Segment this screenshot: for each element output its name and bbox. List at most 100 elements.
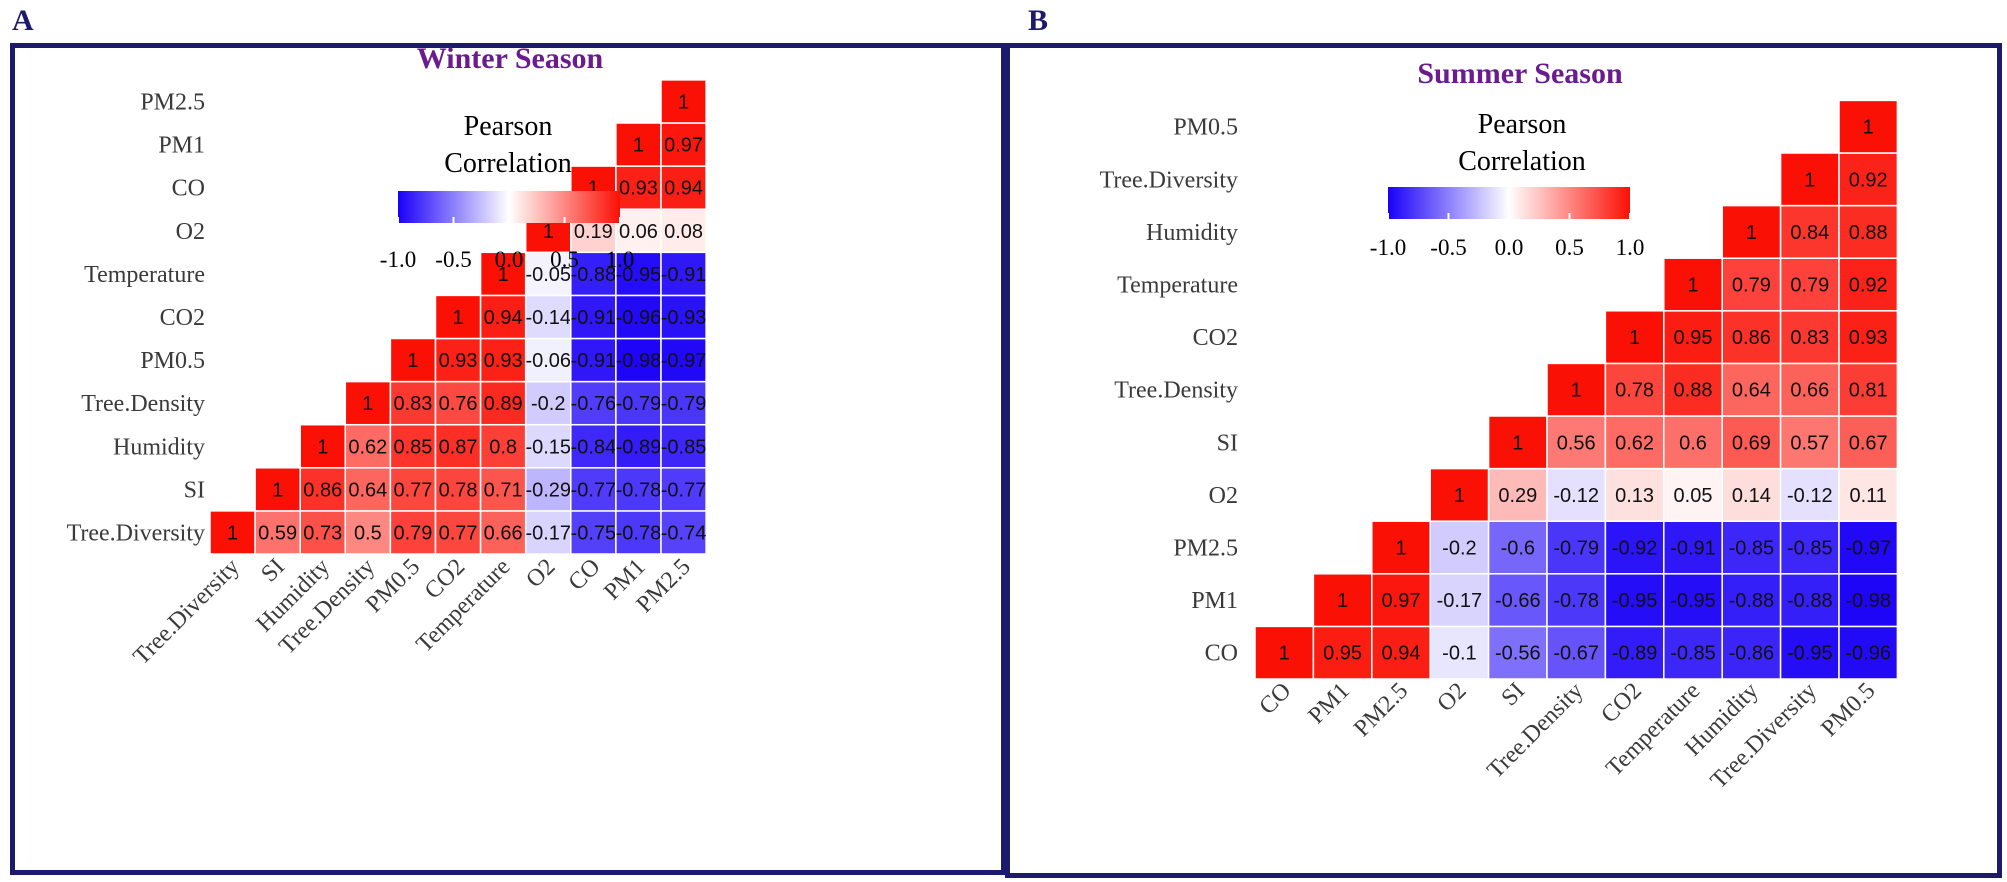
winter-cell-value: -0.06 <box>525 350 571 372</box>
winter-cell-value: -0.85 <box>661 436 707 458</box>
panel-a-frame <box>10 43 1006 875</box>
summer-row-label: Temperature <box>1117 273 1238 299</box>
summer-heatmap-cell <box>1779 415 1840 470</box>
winter-cell-value: -0.96 <box>616 307 662 329</box>
winter-cell-value: 1 <box>498 264 509 286</box>
winter-heatmap-cell <box>389 380 437 426</box>
winter-legend-tick-label: -1.0 <box>380 247 416 272</box>
summer-heatmap-cell <box>1546 520 1607 575</box>
summer-heatmap-cell <box>1838 625 1899 680</box>
summer-cell-value: -0.97 <box>1845 538 1891 560</box>
summer-cell-value: 0.64 <box>1732 380 1771 402</box>
summer-heatmap-cell <box>1312 625 1373 680</box>
winter-cell-value: 0.19 <box>574 221 613 243</box>
summer-cell-value: 1 <box>1687 275 1698 297</box>
winter-heatmap-cell <box>299 467 347 512</box>
winter-cell-value: 1 <box>227 522 238 544</box>
winter-cell-value: -0.75 <box>571 522 617 544</box>
summer-row-label: CO <box>1205 641 1238 667</box>
summer-heatmap-cell <box>1779 573 1840 628</box>
winter-cell-value: 0.06 <box>619 221 658 243</box>
winter-cell-value: 0.77 <box>439 522 478 544</box>
summer-cell-value: 0.11 <box>1849 485 1886 507</box>
summer-cell-value: 1 <box>1804 169 1815 191</box>
summer-row-label: PM2.5 <box>1173 536 1238 562</box>
winter-cell-value: -0.89 <box>616 436 662 458</box>
winter-cell-value: -0.93 <box>661 307 707 329</box>
summer-cell-value: 1 <box>1746 222 1757 244</box>
winter-legend-title-line1: Pearson <box>464 111 553 142</box>
summer-heatmap-cell <box>1838 99 1899 154</box>
summer-cell-value: -0.6 <box>1501 538 1535 560</box>
summer-cell-value: -0.67 <box>1553 643 1599 665</box>
winter-cell-value: 1 <box>407 350 418 372</box>
summer-heatmap-cell <box>1838 467 1899 522</box>
summer-cell-value: 0.57 <box>1790 432 1829 454</box>
winter-cell-value: 0.93 <box>439 350 478 372</box>
winter-heatmap-cell <box>660 79 707 124</box>
summer-heatmap-cell <box>1838 520 1899 575</box>
summer-heatmap-cell <box>1663 310 1723 365</box>
winter-cell-value: -0.17 <box>525 522 571 544</box>
summer-cell-value: 0.14 <box>1732 485 1771 507</box>
summer-heatmap-cell <box>1838 415 1899 470</box>
summer-cell-value: 1 <box>1454 485 1465 507</box>
winter-row-label: CO <box>172 176 205 202</box>
winter-cell-value: 0.5 <box>354 522 382 544</box>
summer-cell-value: -0.95 <box>1787 643 1833 665</box>
winter-heatmap-cell <box>479 294 527 340</box>
winter-cell-value: 1 <box>588 178 599 200</box>
winter-heatmap-cell <box>570 251 617 297</box>
winter-heatmap-cell <box>344 467 392 512</box>
summer-heatmap-cell <box>1721 204 1782 259</box>
summer-row-label: O2 <box>1209 483 1238 509</box>
summer-cell-value: -0.98 <box>1845 590 1891 612</box>
winter-cell-value: 0.85 <box>393 436 432 458</box>
winter-cell-value: -0.79 <box>616 393 662 415</box>
winter-cell-value: -0.77 <box>661 479 707 501</box>
summer-row-label: Tree.Density <box>1114 378 1238 404</box>
winter-cell-value: 0.86 <box>303 479 342 501</box>
winter-cell-value: 0.8 <box>489 436 517 458</box>
summer-cell-value: -0.85 <box>1670 643 1716 665</box>
winter-cell-value: -0.2 <box>531 393 565 415</box>
summer-heatmap-cell <box>1721 467 1782 522</box>
winter-row-label: PM2.5 <box>140 89 205 115</box>
summer-cell-value: 0.93 <box>1849 327 1888 349</box>
summer-cell-value: 0.6 <box>1679 432 1707 454</box>
summer-cell-value: 0.67 <box>1849 432 1888 454</box>
summer-heatmap-cell <box>1604 415 1665 470</box>
winter-heatmap-cell <box>479 423 527 469</box>
winter-heatmap-cell <box>660 122 707 167</box>
summer-cell-value: 0.84 <box>1790 222 1829 244</box>
summer-row-label: PM1 <box>1191 588 1238 614</box>
summer-cell-value: -0.96 <box>1845 643 1891 665</box>
winter-cell-value: 0.62 <box>348 436 387 458</box>
summer-heatmap-cell <box>1779 152 1840 207</box>
winter-cell-value: -0.95 <box>616 264 662 286</box>
winter-cell-value: 1 <box>543 221 554 243</box>
summer-cell-value: -0.78 <box>1553 590 1599 612</box>
panel-a-letter: A <box>12 4 34 37</box>
summer-heatmap-cell <box>1604 573 1665 628</box>
winter-cell-value: 0.64 <box>348 479 387 501</box>
winter-cell-value: 1 <box>272 479 283 501</box>
summer-heatmap-cell <box>1721 520 1782 575</box>
summer-cell-value: 0.62 <box>1615 432 1654 454</box>
winter-cell-value: 0.87 <box>439 436 478 458</box>
winter-cell-value: 0.79 <box>393 522 432 544</box>
summer-cell-value: -0.56 <box>1495 643 1541 665</box>
summer-legend-title-line2: Correlation <box>1458 146 1586 177</box>
winter-cell-value: 1 <box>678 91 689 113</box>
winter-legend-title-line2: Correlation <box>444 148 572 179</box>
summer-heatmap-cell <box>1429 520 1490 575</box>
summer-heatmap-cell <box>1838 573 1899 628</box>
winter-cell-value: -0.88 <box>571 264 617 286</box>
summer-heatmap-cell <box>1604 310 1665 365</box>
winter-cell-value: 0.59 <box>258 522 297 544</box>
winter-heatmap-cell <box>660 423 707 469</box>
summer-legend-tick-label: -0.5 <box>1430 235 1466 260</box>
winter-row-label: PM0.5 <box>140 348 205 374</box>
winter-heatmap-cell <box>615 251 662 297</box>
summer-cell-value: 0.94 <box>1382 643 1421 665</box>
